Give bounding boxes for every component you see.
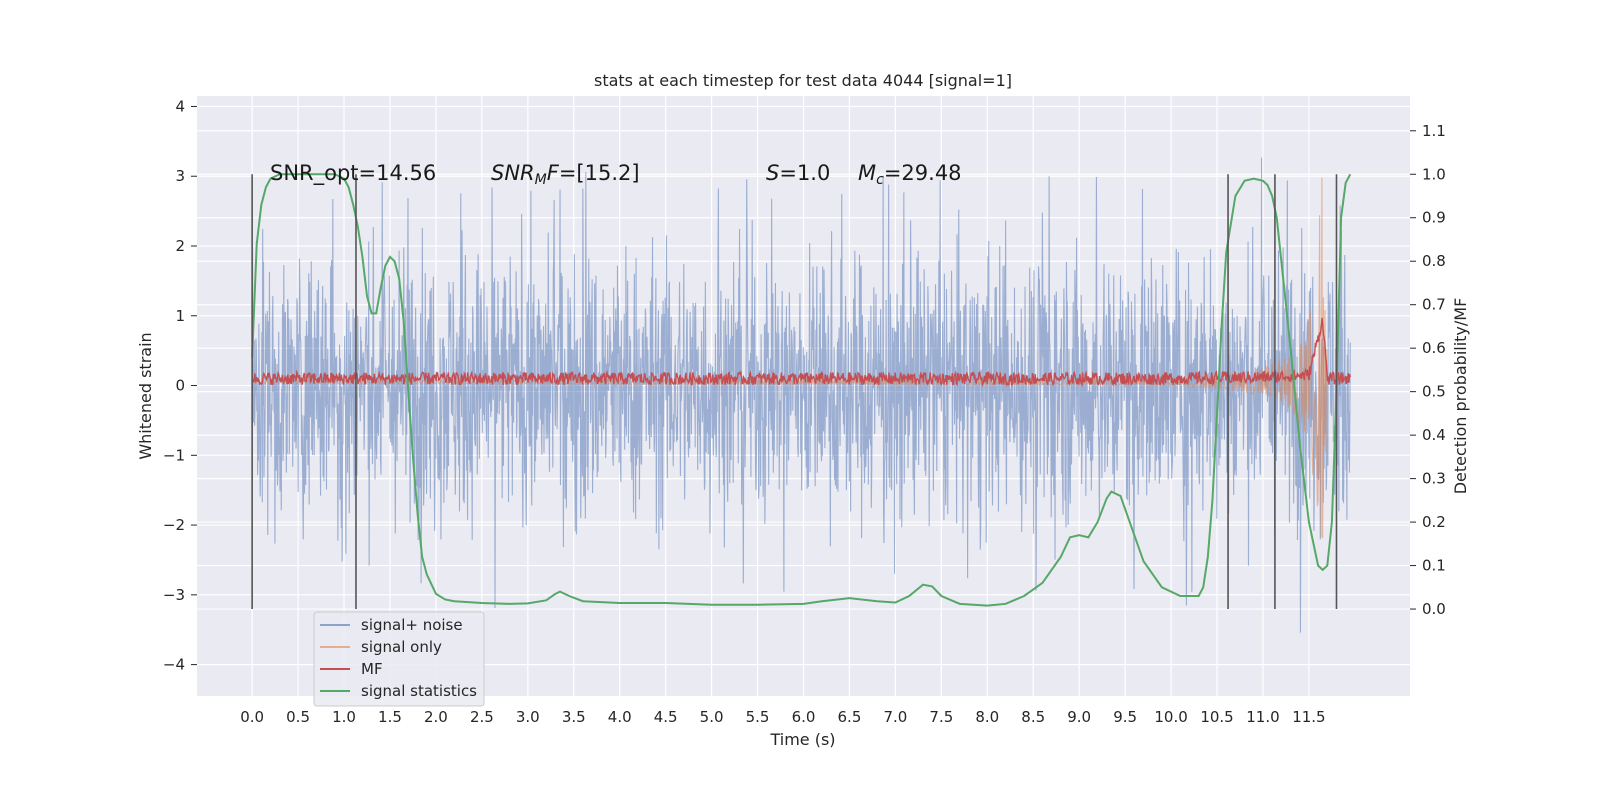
y-tick-label: 4 xyxy=(175,97,185,115)
x-tick-label: 5.0 xyxy=(700,708,724,726)
annotation-snr-opt: SNR_opt=14.56 xyxy=(270,161,436,186)
annotation-snr-mf: SNRMF=[15.2] xyxy=(491,161,640,188)
legend-label-signal-noise: signal+ noise xyxy=(361,616,463,634)
x-tick-label: 7.0 xyxy=(883,708,907,726)
x-tick-label: 3.5 xyxy=(562,708,586,726)
x-tick-label: 2.5 xyxy=(470,708,494,726)
y2-tick-label: 0.8 xyxy=(1422,252,1446,270)
x-tick-label: 9.0 xyxy=(1067,708,1091,726)
y-tick-label: −3 xyxy=(163,586,185,604)
legend-label-mf: MF xyxy=(361,660,383,678)
annotations: SNR_opt=14.56 SNRMF=[15.2] S=1.0 Mc=29.4… xyxy=(270,161,962,188)
x-tick-label: 8.0 xyxy=(975,708,999,726)
x-tick-label: 7.5 xyxy=(929,708,953,726)
x-tick-label: 11.5 xyxy=(1292,708,1325,726)
x-tick-label: 6.0 xyxy=(792,708,816,726)
y2-tick-label: 1.1 xyxy=(1422,122,1446,140)
y2-axis-ticks: 1.1 1.0 0.9 0.8 0.7 0.6 0.5 0.4 0.3 0.2 0.1 0.0 xyxy=(1410,122,1446,618)
chart-title: stats at each timestep for test data 404… xyxy=(594,71,1012,90)
y2-tick-label: 0.3 xyxy=(1422,470,1446,488)
y-tick-label: −2 xyxy=(163,516,185,534)
y2-tick-label: 0.1 xyxy=(1422,557,1446,575)
x-tick-label: 1.5 xyxy=(378,708,402,726)
x-tick-label: 1.0 xyxy=(332,708,356,726)
x-axis-label: Time (s) xyxy=(769,730,835,749)
x-axis-ticks: 0.0 0.5 1.0 1.5 2.0 2.5 3.0 3.5 4.0 4.5 5.0 5.5 6.0 6… xyxy=(240,708,1325,726)
y-tick-label: 2 xyxy=(175,237,185,255)
y2-axis-label: Detection probability/MF xyxy=(1451,298,1470,495)
x-tick-label: 11.0 xyxy=(1246,708,1279,726)
x-tick-label: 3.0 xyxy=(516,708,540,726)
x-tick-label: 6.5 xyxy=(838,708,862,726)
y2-tick-label: 0.6 xyxy=(1422,339,1446,357)
series-signal-statistics xyxy=(251,173,1352,607)
series-layer xyxy=(251,157,1352,633)
annotation-s: S=1.0 xyxy=(766,161,830,185)
y2-tick-label: 0.5 xyxy=(1422,383,1446,401)
y-tick-label: 0 xyxy=(175,377,185,395)
legend: signal+ noise signal only MF signal stat… xyxy=(313,611,485,707)
legend-box xyxy=(313,611,485,707)
series-signal-noise xyxy=(251,157,1351,633)
x-tick-label: 5.5 xyxy=(746,708,770,726)
x-tick-label: 10.0 xyxy=(1154,708,1187,726)
x-tick-label: 4.0 xyxy=(608,708,632,726)
y-tick-label: −4 xyxy=(163,656,185,674)
legend-label-signal-only: signal only xyxy=(361,638,442,656)
x-tick-label: 2.0 xyxy=(424,708,448,726)
y-axis-label: Whitened strain xyxy=(136,332,155,459)
y2-tick-label: 0.0 xyxy=(1422,600,1446,618)
x-tick-label: 8.5 xyxy=(1021,708,1045,726)
vertical-markers xyxy=(251,174,1338,610)
y-tick-label: 1 xyxy=(175,307,185,325)
x-tick-label: 0.5 xyxy=(286,708,310,726)
x-tick-label: 10.5 xyxy=(1200,708,1233,726)
x-tick-label: 4.5 xyxy=(654,708,678,726)
y2-tick-label: 0.2 xyxy=(1422,513,1446,531)
y-tick-label: −1 xyxy=(163,446,185,464)
y2-tick-label: 0.7 xyxy=(1422,296,1446,314)
annotation-mc: Mc=29.48 xyxy=(858,161,962,188)
series-mf xyxy=(251,317,1351,388)
y2-tick-label: 0.4 xyxy=(1422,426,1446,444)
legend-label-signal-statistics: signal statistics xyxy=(361,682,477,700)
y-axis-ticks: 4 3 2 1 0 −1 −2 −3 −4 xyxy=(163,97,197,674)
y2-tick-label: 0.9 xyxy=(1422,209,1446,227)
x-tick-label: 0.0 xyxy=(240,708,264,726)
y2-tick-label: 1.0 xyxy=(1422,165,1446,183)
x-tick-label: 9.5 xyxy=(1113,708,1137,726)
y-tick-label: 3 xyxy=(175,167,185,185)
